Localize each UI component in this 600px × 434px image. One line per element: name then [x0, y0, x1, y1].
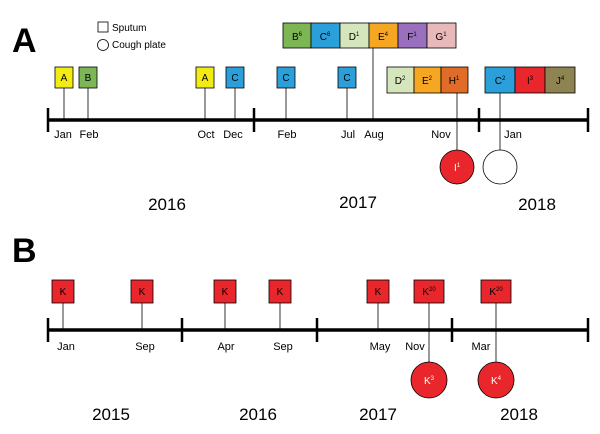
svg-text:K4: K4 — [491, 376, 502, 387]
box-c-dec: C — [225, 66, 245, 120]
month-label: Feb — [278, 129, 297, 141]
legend-square-icon — [97, 21, 109, 33]
circle-k4-mar: K4 — [477, 303, 515, 399]
month-label: Dec — [223, 129, 243, 141]
svg-text:J4: J4 — [556, 76, 565, 87]
svg-text:D1: D1 — [349, 32, 360, 43]
box-k-apr: K — [213, 279, 237, 330]
box-group-jan-2018: C2 I3 J4 — [484, 66, 576, 120]
svg-text:K: K — [139, 287, 146, 298]
box-group-aug: B6 C6 D1 E4 F1 G1 — [282, 22, 457, 120]
box-c-jul: C — [337, 66, 357, 120]
month-label: Apr — [217, 341, 234, 353]
year-label: 2017 — [339, 193, 377, 212]
box-k-sep-2016: K — [268, 279, 292, 330]
svg-text:K20: K20 — [489, 287, 503, 298]
svg-text:C: C — [231, 73, 238, 84]
svg-text:E2: E2 — [422, 76, 433, 87]
svg-text:E4: E4 — [378, 32, 389, 43]
month-label: Jan — [57, 341, 75, 353]
box-b-feb: B — [78, 66, 98, 120]
svg-text:A: A — [61, 73, 68, 84]
panel-b-letter: B — [12, 232, 37, 270]
legend-cough-plate-label: Cough plate — [112, 40, 166, 51]
year-label: 2017 — [359, 405, 397, 424]
month-label: Nov — [405, 341, 425, 353]
box-k20-mar: K20 — [480, 279, 512, 304]
svg-text:I3: I3 — [527, 76, 534, 87]
legend-circle-icon — [97, 39, 109, 51]
svg-text:C: C — [282, 73, 289, 84]
svg-text:A: A — [202, 73, 209, 84]
month-label: Nov — [431, 129, 451, 141]
svg-text:C: C — [343, 73, 350, 84]
svg-text:C6: C6 — [320, 32, 331, 43]
month-label: Feb — [80, 129, 99, 141]
svg-text:K: K — [222, 287, 229, 298]
month-label: Sep — [135, 341, 155, 353]
year-label: 2016 — [148, 195, 186, 214]
circle-k3-nov: K3 — [410, 303, 448, 399]
month-label: May — [370, 341, 391, 353]
box-k-jan: K — [51, 279, 75, 330]
year-label: 2018 — [500, 405, 538, 424]
month-label: Mar — [472, 341, 491, 353]
year-label: 2018 — [518, 195, 556, 214]
svg-text:K: K — [60, 287, 67, 298]
month-label: Jul — [341, 129, 355, 141]
month-label: Oct — [197, 129, 214, 141]
box-c-feb: C — [276, 66, 296, 120]
year-label: 2015 — [92, 405, 130, 424]
box-k-sep-2015: K — [130, 279, 154, 330]
svg-text:B6: B6 — [292, 32, 303, 43]
box-a-oct: A — [195, 66, 215, 120]
legend-sputum-label: Sputum — [112, 23, 146, 34]
month-label: Jan — [54, 129, 72, 141]
svg-text:K20: K20 — [422, 287, 436, 298]
svg-text:C2: C2 — [495, 76, 506, 87]
svg-text:K3: K3 — [424, 376, 435, 387]
svg-text:G1: G1 — [435, 32, 447, 43]
circle-empty-jan — [482, 120, 518, 185]
svg-text:I1: I1 — [454, 163, 461, 174]
panel-a-letter: A — [12, 22, 37, 60]
month-label: Aug — [364, 129, 384, 141]
svg-text:K: K — [375, 287, 382, 298]
circle-i1-nov: I1 — [439, 93, 475, 185]
month-label: Jan — [504, 129, 522, 141]
svg-text:B: B — [85, 73, 92, 84]
svg-text:K: K — [277, 287, 284, 298]
svg-text:F1: F1 — [407, 32, 417, 43]
svg-text:H1: H1 — [449, 76, 460, 87]
box-group-nov: D2 E2 H1 — [386, 66, 469, 94]
year-label: 2016 — [239, 405, 277, 424]
box-a-jan: A — [54, 66, 74, 120]
svg-text:D2: D2 — [395, 76, 406, 87]
box-k20-nov: K20 — [413, 279, 445, 304]
box-k-may: K — [366, 279, 390, 330]
month-label: Sep — [273, 341, 293, 353]
